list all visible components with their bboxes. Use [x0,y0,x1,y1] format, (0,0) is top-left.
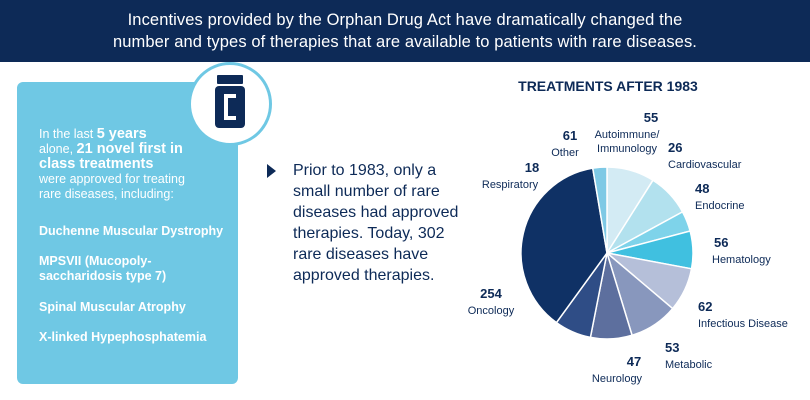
banner-line-2: number and types of therapies that are a… [112,33,697,51]
intro-strong-2: 21 novel first in class treatments [39,141,183,172]
condition-item: Duchenne Muscular Dystrophy [39,224,224,238]
chart-title: TREATMENTS AFTER 1983 [518,78,698,94]
slice-name-label: Neurology [592,373,643,385]
slice-value-label: 254 [480,286,502,301]
slice-value-label: 62 [698,299,712,314]
medicine-bottle-icon [188,62,272,146]
condition-item: Spinal Muscular Atrophy [39,300,186,314]
bullet-arrow-icon [267,164,276,178]
slice-value-label: 53 [665,340,679,355]
slice-name-label: Cardiovascular [668,159,742,171]
slice-value-label: 26 [668,140,682,155]
intro-suffix: were approved for treating rare diseases… [39,172,185,201]
pie-slice-respiratory [591,166,608,254]
slice-name-label: Hematology [712,254,771,266]
slice-name-label: Oncology [468,305,515,317]
pie-slice-oncology [520,167,608,324]
slice-value-label: 47 [627,354,641,369]
condition-item: MPSVII (Mucopoly-saccharidosis type 7) [39,254,167,283]
intro-prefix-1: In the last [39,127,97,141]
intro-prefix-2: alone, [39,142,77,156]
card-intro: In the last 5 years alone, 21 novel firs… [39,127,199,202]
condition-item: X-linked Hypephosphatemia [39,330,207,344]
slice-name-label: Endocrine [695,200,745,212]
slice-value-label: 55 [644,110,658,125]
intro-strong-1: 5 years [96,126,147,142]
slice-name-label: Other [551,147,579,159]
slice-value-label: 48 [695,181,709,196]
banner-line-1: Incentives provided by the Orphan Drug A… [127,11,683,29]
slice-value-label: 56 [714,235,728,250]
slice-value-label: 61 [563,128,577,143]
slice-name-label: Metabolic [665,359,713,371]
middle-statement: Prior to 1983, only a small number of ra… [293,162,459,284]
slice-name-label: Respiratory [482,179,539,191]
slice-name-label: Autoimmune/ [595,129,661,141]
header-banner: Incentives provided by the Orphan Drug A… [0,0,810,62]
slice-value-label: 18 [525,160,539,175]
slice-name-label: Immunology [597,143,657,155]
slice-name-label: Infectious Disease [698,318,788,330]
